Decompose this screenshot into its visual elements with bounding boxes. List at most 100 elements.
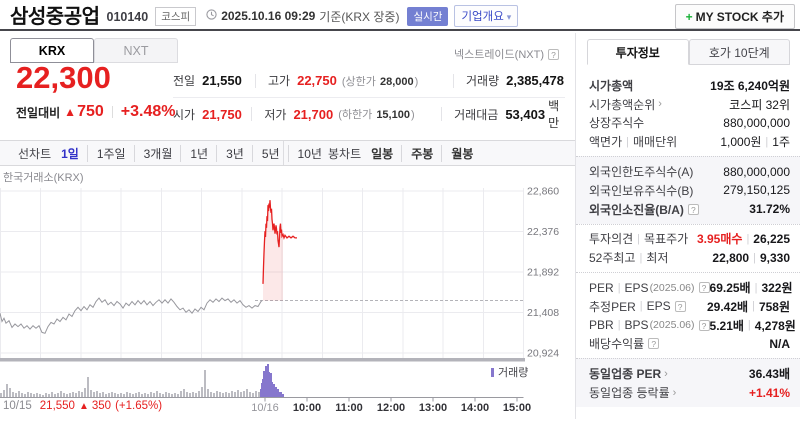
info-row: 외국인한도주식수(A) 880,000,000 xyxy=(576,162,800,181)
chart-block: 한국거래소(KRX) 22,860 22,376 21,892 21,408 20,92… xyxy=(0,166,575,419)
info-row: 외국인소진율(B/A)? 31.72% xyxy=(576,200,800,219)
text-part: 19조 6,240억원 xyxy=(710,78,790,93)
candle-period-2[interactable]: 월봉 xyxy=(441,144,473,162)
info-section-0: 시가총액 19조 6,240억원 시가총액순위 › 코스피 32위 상장주식수 880,00… xyxy=(576,71,800,156)
line-period-4[interactable]: 3년 xyxy=(216,144,244,162)
change-percent: +3.48% xyxy=(120,103,176,120)
text-part: 3.95매수 xyxy=(697,232,743,247)
text-part: (2025.06) xyxy=(649,281,695,294)
text-part: 1주 xyxy=(772,135,790,150)
tab-nxt[interactable]: NXT xyxy=(94,38,178,63)
help-icon[interactable]: ? xyxy=(648,338,660,350)
info-row: 시가총액 19조 6,240억원 xyxy=(576,76,800,95)
nxt-note: 넥스트레이드(NXT) ? xyxy=(454,46,559,62)
text-part: PBR xyxy=(589,318,614,333)
prev-close-label: 전일 xyxy=(173,74,196,88)
prev-close-value: 21,550 xyxy=(202,73,242,88)
candle-period-0[interactable]: 일봉 xyxy=(371,146,394,161)
text-part: 5.21배 xyxy=(709,318,744,333)
upper-limit: (상한가 28,000) xyxy=(341,75,419,88)
tab-order-book[interactable]: 호가 10단계 xyxy=(688,39,790,65)
help-icon[interactable]: ? xyxy=(698,282,710,294)
info-row: PBR | BPS (2025.06)? 5.21배 | 4,278원 xyxy=(576,316,800,335)
help-icon[interactable]: ? xyxy=(674,300,686,312)
info-rows: 시가총액 19조 6,240억원 시가총액순위 › 코스피 32위 상장주식수 880,00… xyxy=(576,71,800,407)
text-part: | xyxy=(639,251,643,264)
amount-label: 거래대금 xyxy=(454,107,499,122)
line-period-6[interactable]: 10년 xyxy=(287,144,322,162)
text-part: 322원 xyxy=(761,281,793,296)
text-part: 시가총액순위 xyxy=(589,97,656,112)
divider xyxy=(283,141,284,165)
text-part: 투자의견 xyxy=(589,232,634,247)
svg-text:21,892: 21,892 xyxy=(527,267,559,279)
quote-timestamp-note: 기준(KRX 장중) xyxy=(319,9,400,24)
text-part: | xyxy=(747,319,751,332)
low-label: 저가 xyxy=(264,107,287,122)
text-part: 4,278원 xyxy=(754,318,796,333)
text-part: | xyxy=(637,232,641,245)
svg-text:21,408: 21,408 xyxy=(527,307,559,319)
divider xyxy=(111,106,113,118)
chevron-right-icon[interactable]: › xyxy=(664,367,668,380)
text-part: 동일업종 PER xyxy=(589,367,662,382)
stock-name: 삼성중공업 xyxy=(10,6,100,28)
text-part: 배당수익률 xyxy=(589,337,645,352)
high-value: 22,750 xyxy=(297,73,337,88)
text-part: 52주최고 xyxy=(589,251,636,266)
line-period-0[interactable]: 1일 xyxy=(61,146,79,161)
company-overview-button[interactable]: 기업개요 ▾ xyxy=(454,5,519,27)
line-period-1[interactable]: 1주일 xyxy=(86,144,126,162)
tab-krx[interactable]: KRX xyxy=(10,38,94,63)
stock-code: 010140 xyxy=(106,10,149,24)
stats-row-2: 시가 21,750 저가 21,700 (하한가 15,100) 거래대금 53… xyxy=(173,97,565,130)
text-part: 36.43배 xyxy=(748,367,790,382)
add-my-stock-button[interactable]: + MY STOCK 추가 xyxy=(674,4,795,29)
tab-investment-info[interactable]: 투자정보 xyxy=(587,39,689,65)
svg-text:12:00: 12:00 xyxy=(377,402,405,414)
text-part: 외국인한도주식수(A) xyxy=(589,165,694,180)
high-label: 고가 xyxy=(268,74,291,88)
text-part: 추정PER xyxy=(589,299,636,314)
text-part: 9,330 xyxy=(759,250,790,265)
open-value: 21,750 xyxy=(202,106,242,122)
header: 삼성중공업 010140 코스피 2025.10.16 09:29 기준(KRX… xyxy=(0,0,800,31)
line-period-2[interactable]: 3개월 xyxy=(133,144,172,162)
stats-row-1: 전일 21,550 고가 22,750 (상한가 28,000) 거래량 2,3… xyxy=(173,64,565,97)
lower-limit: (하한가 15,100) xyxy=(338,109,415,121)
quote-chart-area: KRX NXT 넥스트레이드(NXT) ? 22,300 전일대비 ▲ 750 … xyxy=(0,33,575,419)
text-part: | xyxy=(754,281,758,294)
chevron-right-icon[interactable]: › xyxy=(658,98,662,111)
price-volume-chart: 22,860 22,376 21,892 21,408 20,924 10/16 10:00… xyxy=(0,186,559,414)
text-part: 시가총액 xyxy=(589,78,634,93)
text-part: EPS xyxy=(646,299,671,314)
text-part: | xyxy=(617,319,621,332)
prev-day-summary: 10/15 21,550 ▲ 350 (+1.65%) xyxy=(3,400,163,412)
plus-icon: + xyxy=(685,10,693,24)
svg-text:10:00: 10:00 xyxy=(293,402,321,414)
line-period-5[interactable]: 5년 xyxy=(251,144,280,162)
text-part: 29.42배 xyxy=(707,299,749,314)
chevron-right-icon[interactable]: › xyxy=(672,386,677,399)
info-section-1: 외국인한도주식수(A) 880,000,000 외국인보유주식수(B) 279,150… xyxy=(576,156,800,224)
text-part: 31.72% xyxy=(749,202,790,217)
text-part: 758원 xyxy=(758,299,790,314)
market-badge: 코스피 xyxy=(155,6,197,26)
help-icon[interactable]: ? xyxy=(548,48,559,60)
svg-text:22,376: 22,376 xyxy=(527,226,559,238)
text-part: 코스피 32위 xyxy=(729,97,790,112)
candle-chart-label: 봉차트 xyxy=(328,146,362,161)
text-part: 1,000원 xyxy=(720,135,762,150)
text-part: | xyxy=(753,251,756,264)
volume-value: 2,385,478 xyxy=(506,73,564,88)
info-row: 투자의견 | 목표주가 3.95매수 | 26,225 xyxy=(576,230,800,249)
text-part: 목표주가 xyxy=(644,232,689,247)
info-row: PER | EPS (2025.06)? 69.25배 | 322원 xyxy=(576,278,800,297)
line-period-3[interactable]: 1년 xyxy=(180,144,208,162)
market-tabs: KRX NXT xyxy=(10,38,178,63)
text-part: (2025.06) xyxy=(649,319,695,332)
help-icon[interactable]: ? xyxy=(687,203,699,215)
help-icon[interactable]: ? xyxy=(698,319,710,331)
candle-period-1[interactable]: 주봉 xyxy=(401,144,433,162)
